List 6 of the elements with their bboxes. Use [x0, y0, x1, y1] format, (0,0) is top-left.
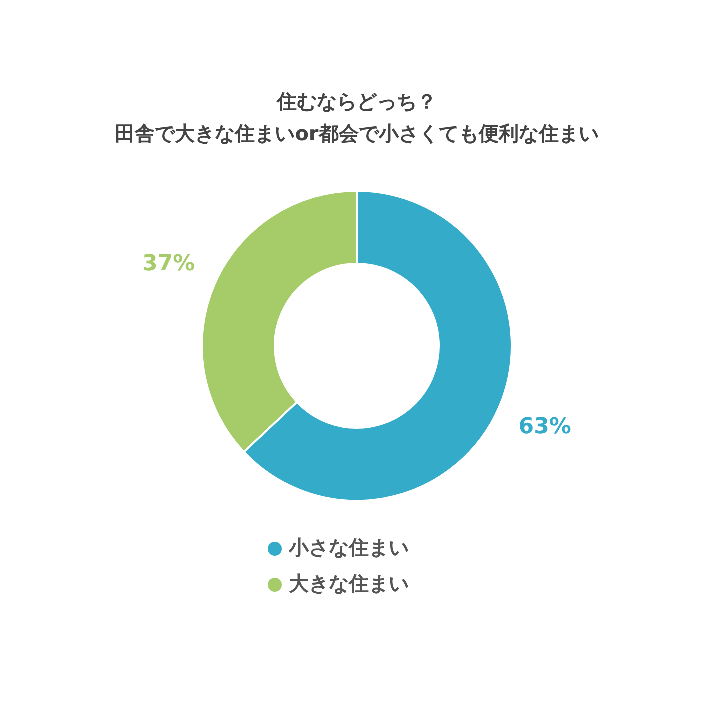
legend-label: 小さな住まい [288, 535, 409, 560]
data-label: 37% [142, 252, 196, 277]
data-label: 63% [518, 414, 572, 440]
chart-subtitle: 田舎で大きな住まいor都会で小さくても便利な住まい [115, 121, 599, 146]
chart-title: 住むならどっち？ [276, 89, 437, 114]
legend-label: 大きな住まい [289, 571, 409, 596]
